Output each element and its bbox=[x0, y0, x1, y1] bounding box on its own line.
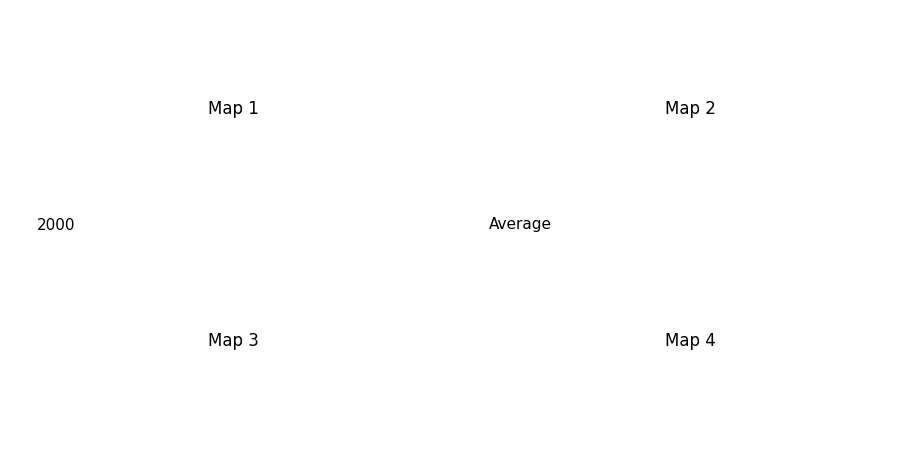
Text: Average: Average bbox=[489, 217, 553, 233]
Text: Map 3: Map 3 bbox=[208, 332, 259, 350]
Text: 2000: 2000 bbox=[36, 217, 75, 233]
Text: Map 1: Map 1 bbox=[208, 100, 259, 118]
Text: Map 4: Map 4 bbox=[665, 332, 716, 350]
Text: Map 2: Map 2 bbox=[665, 100, 716, 118]
